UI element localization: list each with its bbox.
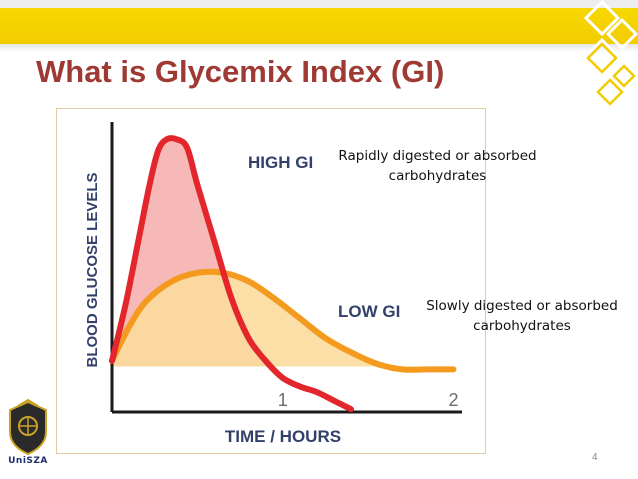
- low-gi-line: [109, 268, 457, 373]
- x-tick-label-1: 1: [278, 390, 288, 410]
- logo-text: UniSZA: [8, 456, 48, 466]
- note-rapid-line1: Rapidly digested or absorbed: [338, 148, 537, 164]
- note-rapid: Rapidly digested or absorbed carbohydrat…: [330, 146, 545, 186]
- note-slow-line1: Slowly digested or absorbed: [426, 298, 618, 314]
- x-tick-label-2: 2: [448, 390, 458, 410]
- diamond-pattern-icon: [581, 0, 638, 106]
- top-band-shadow: [0, 44, 638, 52]
- x-axis-title: TIME / HOURS: [225, 427, 341, 446]
- low-gi-area: [112, 271, 454, 370]
- page-number: 4: [592, 452, 598, 463]
- note-slow: Slowly digested or absorbed carbohydrate…: [414, 296, 630, 336]
- low-gi-label: LOW GI: [338, 302, 400, 321]
- university-crest-icon: [9, 398, 47, 456]
- note-slow-line2: carbohydrates: [473, 318, 571, 334]
- high-gi-line: [109, 135, 355, 413]
- top-bar: [0, 0, 638, 8]
- high-gi-label: HIGH GI: [248, 153, 313, 172]
- chart-frame: [56, 108, 486, 454]
- note-rapid-line2: carbohydrates: [388, 168, 487, 184]
- y-axis-title: BLOOD GLUCOSE LEVELS: [84, 172, 101, 367]
- slide-title: What is Glycemix Index (GI): [36, 54, 445, 89]
- top-color-band: [0, 8, 638, 44]
